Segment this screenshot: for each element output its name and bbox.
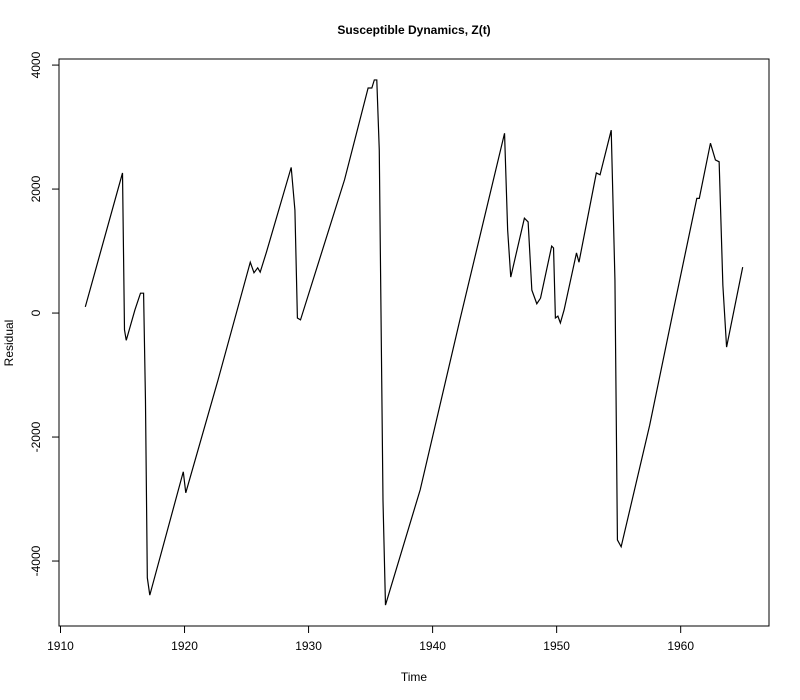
chart-title: Susceptible Dynamics, Z(t): [337, 23, 490, 37]
y-tick-label: -2000: [29, 421, 43, 452]
x-tick-label: 1920: [171, 639, 198, 653]
x-tick-label: 1940: [419, 639, 446, 653]
x-tick-label: 1910: [47, 639, 74, 653]
x-axis-label: Time: [401, 670, 428, 684]
y-tick-label: 2000: [29, 175, 43, 202]
y-tick-label: 4000: [29, 51, 43, 78]
y-axis-label: Residual: [2, 320, 16, 367]
x-tick-label: 1930: [295, 639, 322, 653]
x-tick-label: 1950: [543, 639, 570, 653]
data-line: [84, 79, 744, 606]
y-tick-label: -4000: [29, 545, 43, 576]
y-tick-label: 0: [29, 309, 43, 316]
x-tick-label: 1960: [667, 639, 694, 653]
plot-frame: [58, 58, 770, 627]
